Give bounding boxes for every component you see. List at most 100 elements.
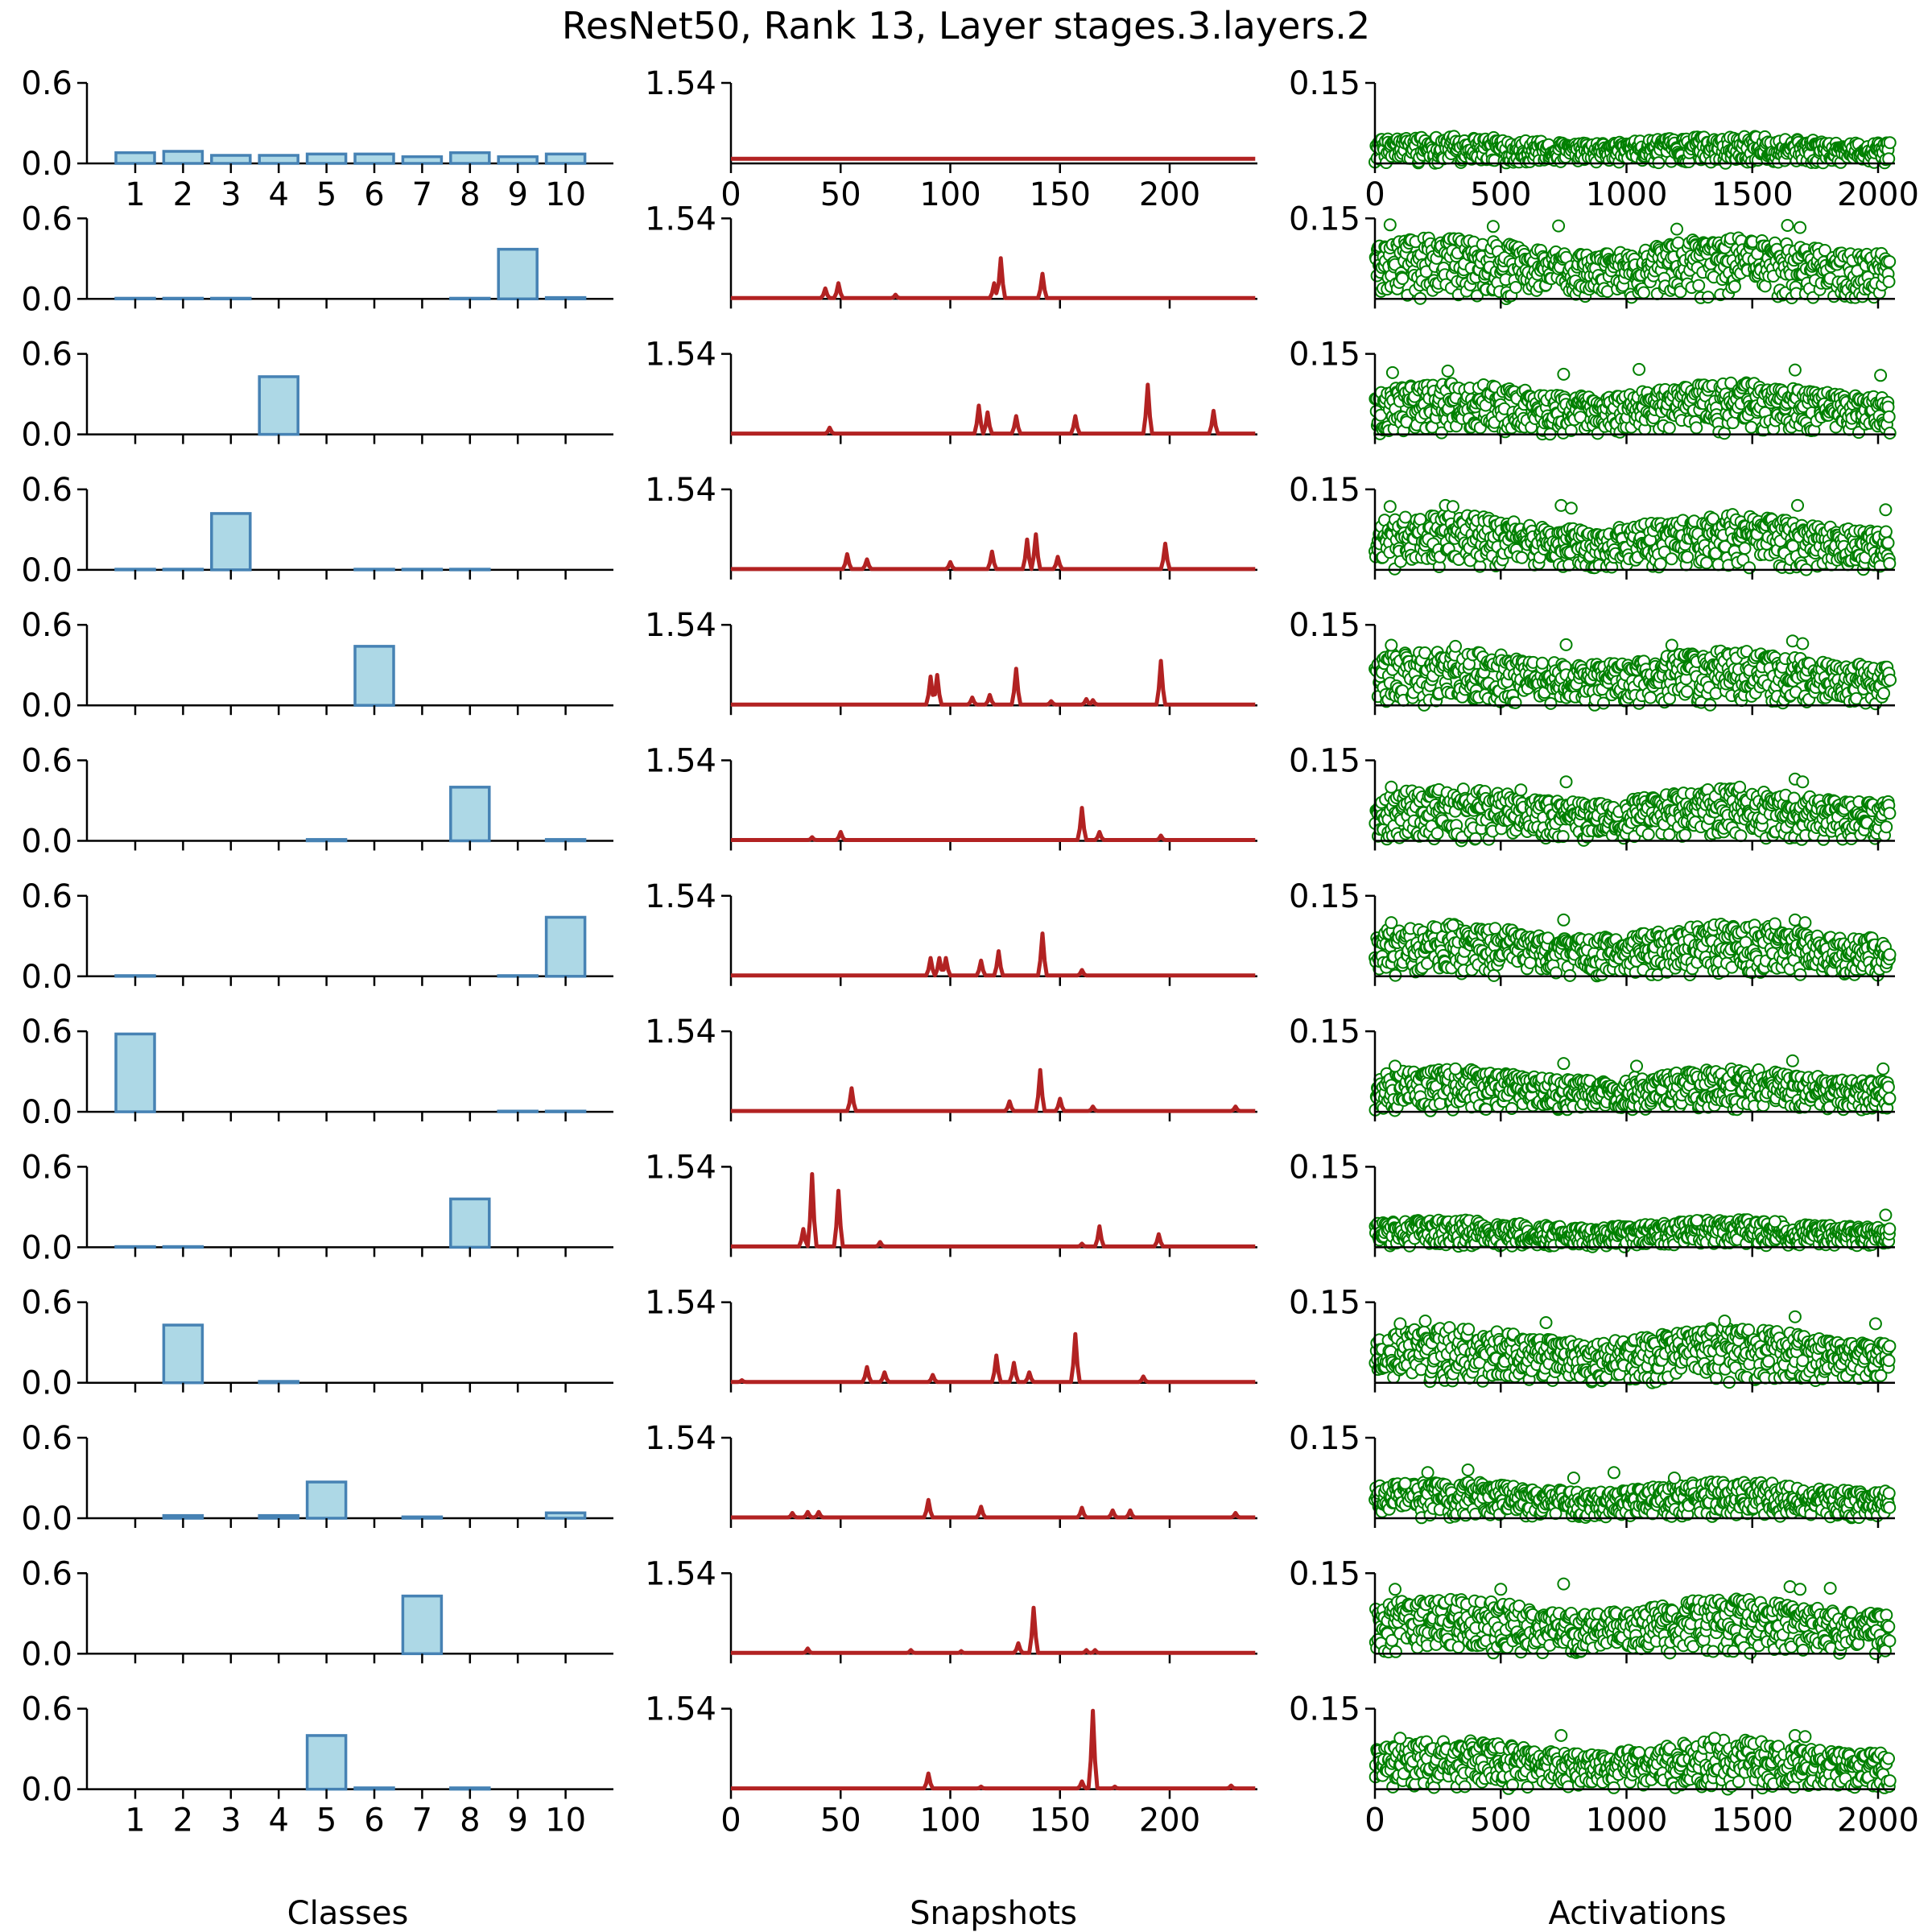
x-tick-label: 9 <box>507 176 527 213</box>
activation-point <box>1881 536 1895 550</box>
activation-point <box>1665 552 1678 566</box>
activation-point <box>1653 557 1667 571</box>
bar-panel-row-7: 0.60.0 <box>21 878 613 996</box>
y-tick-label: 0.15 <box>1289 472 1360 509</box>
activation-point <box>1681 551 1695 564</box>
bar-class-3 <box>210 296 252 301</box>
bar-class-6 <box>353 645 395 707</box>
activation-point <box>1637 286 1650 299</box>
figure-title: ResNet50, Rank 13, Layer stages.3.layers… <box>562 4 1370 47</box>
activation-point <box>1633 362 1646 376</box>
bar-class-2 <box>162 568 204 572</box>
bar-class-9 <box>497 155 539 165</box>
activation-points <box>1368 772 1897 848</box>
snapshot-series-line <box>731 806 1256 842</box>
activation-point <box>1788 363 1802 377</box>
bar-class-6 <box>353 568 395 572</box>
y-tick-label: 1.54 <box>645 743 716 780</box>
y-tick-label: 0.6 <box>21 607 72 644</box>
activation-point <box>1690 421 1703 435</box>
activation-point <box>1449 639 1462 653</box>
x-tick-label: 8 <box>460 176 480 213</box>
bar-class-1 <box>114 296 156 301</box>
x-tick-label: 7 <box>412 176 432 213</box>
y-tick-label: 0.15 <box>1289 65 1360 102</box>
bar-class-9 <box>497 247 539 301</box>
activation-point <box>1883 136 1897 150</box>
snapshot-series-line <box>731 532 1256 572</box>
activation-point <box>1883 807 1897 820</box>
x-tick-label: 10 <box>545 176 586 213</box>
y-tick-label: 0.0 <box>21 146 72 183</box>
activation-point <box>1486 220 1500 233</box>
bar-class-8 <box>449 151 491 165</box>
y-tick-label: 0.0 <box>21 552 72 589</box>
activation-point <box>1678 828 1692 842</box>
bar-class-5 <box>305 838 348 843</box>
x-tick-label: 100 <box>919 176 980 213</box>
activation-point <box>1559 775 1573 789</box>
activation-point <box>1879 525 1893 539</box>
line-panel-row-7: 1.54 <box>645 878 1257 986</box>
activation-point <box>1728 279 1741 293</box>
activation-point <box>1701 291 1715 304</box>
bar-class-6 <box>353 152 395 165</box>
activation-point <box>1469 832 1482 845</box>
activation-point <box>1396 272 1410 285</box>
bar-class-8 <box>449 568 491 572</box>
activation-point <box>1509 696 1522 709</box>
x-tick-label: 0 <box>1364 176 1385 213</box>
activation-point <box>1552 219 1566 233</box>
bar-panel-row-2: 0.60.0 <box>21 200 613 318</box>
bar-class-8 <box>449 296 491 301</box>
activation-point <box>1515 551 1529 564</box>
activation-point <box>1644 691 1657 704</box>
activation-point <box>1385 780 1398 794</box>
activation-point <box>1564 502 1578 515</box>
bar-class-8 <box>449 786 491 843</box>
activation-point <box>1880 820 1893 834</box>
activation-point <box>1665 638 1678 652</box>
x-tick-label: 1000 <box>1586 176 1668 213</box>
snapshot-series-line <box>731 931 1256 978</box>
bar-class-10 <box>544 915 587 978</box>
activation-point <box>1884 673 1897 687</box>
activation-point <box>1738 542 1752 555</box>
activation-point <box>1385 638 1398 652</box>
activation-point <box>1430 827 1444 840</box>
activation-point <box>1882 275 1896 288</box>
y-tick-label: 0.15 <box>1289 336 1360 374</box>
y-tick-label: 1.54 <box>645 607 716 644</box>
bar-class-10 <box>544 152 587 165</box>
x-tick-label: 150 <box>1030 176 1091 213</box>
activation-point <box>1726 416 1740 430</box>
scatter-panel-row-1: 0.150 500 1000 1500 2000 <box>1289 65 1919 213</box>
snapshot-series-line <box>731 256 1256 300</box>
bar-class-1 <box>114 151 156 165</box>
activation-point <box>1559 638 1573 651</box>
line-panel-row-6: 1.54 <box>645 743 1257 851</box>
activation-point <box>1383 500 1397 514</box>
activation-point <box>1796 775 1810 789</box>
y-tick-label: 0.6 <box>21 65 72 102</box>
activation-point <box>1441 364 1455 378</box>
line-panel-row-5: 1.54 <box>645 607 1257 716</box>
bar-panel-row-5: 0.60.0 <box>21 607 613 724</box>
activation-point <box>1557 367 1571 381</box>
activation-point <box>1874 369 1888 382</box>
activation-point <box>1535 656 1549 670</box>
y-tick-label: 0.15 <box>1289 743 1360 780</box>
activation-point <box>1446 500 1459 514</box>
activation-point <box>1794 221 1807 234</box>
snapshot-series-line <box>731 658 1256 707</box>
x-tick-label: 4 <box>268 176 288 213</box>
activation-points <box>1368 634 1897 712</box>
activation-point <box>1744 420 1758 434</box>
activation-point <box>1670 222 1683 236</box>
bar-class-4 <box>258 154 299 165</box>
activation-points <box>1368 913 1897 983</box>
activation-point <box>1734 829 1748 843</box>
y-tick-label: 0.15 <box>1289 607 1360 644</box>
y-tick-label: 0.0 <box>21 281 72 318</box>
y-tick-label: 0.6 <box>21 472 72 509</box>
